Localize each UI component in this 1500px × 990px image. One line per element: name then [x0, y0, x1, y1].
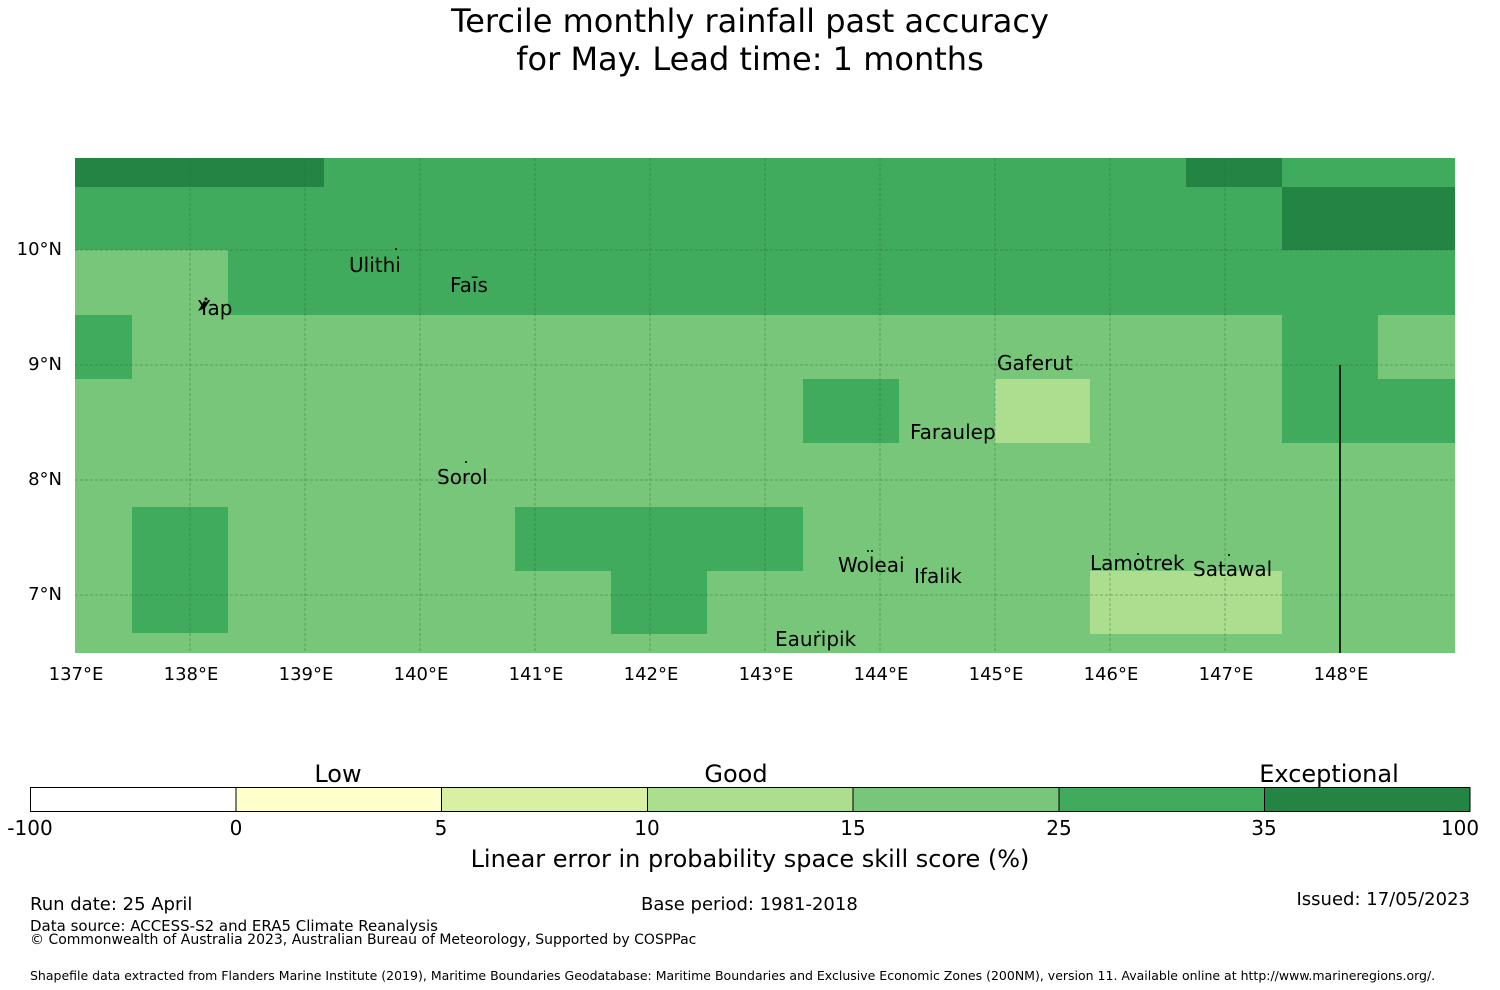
map-title-line2: for May. Lead time: 1 months [516, 40, 984, 78]
cell-block [132, 507, 228, 633]
colorbar-tick: 10 [634, 816, 660, 840]
place-label-yap: Yap [198, 296, 233, 320]
copyright: © Commonwealth of Australia 2023, Austra… [30, 932, 697, 948]
colorbar-category-exceptional: Exceptional [1259, 760, 1399, 788]
lat-label: 10°N [16, 239, 62, 260]
cell-block [803, 379, 899, 443]
lon-label: 144°E [853, 664, 909, 685]
lon-label: 147°E [1198, 664, 1254, 685]
cell-block [75, 158, 324, 187]
shapefile-credit: Shapefile data extracted from Flanders M… [30, 968, 1436, 983]
lon-label: 143°E [738, 664, 794, 685]
cell-block [1282, 315, 1378, 380]
lon-label: 148°E [1313, 664, 1369, 685]
cell-block [995, 379, 1090, 443]
colorbar-segment [647, 787, 853, 812]
colorbar-tick: 35 [1251, 816, 1277, 840]
place-label-ifalik: Ifalik [914, 564, 962, 588]
lat-label: 9°N [28, 354, 62, 375]
place-label-lamotrek: Lamotrek [1090, 551, 1185, 575]
skill-map [75, 158, 1455, 653]
lat-label: 8°N [28, 469, 62, 490]
colorbar-tick: 0 [229, 816, 243, 840]
colorbar-category-low: Low [314, 760, 362, 788]
lon-label: 140°E [393, 664, 449, 685]
colorbar-label: Linear error in probability space skill … [470, 845, 1030, 873]
colorbar-tick: 5 [434, 816, 448, 840]
place-label-eauripik: Eauripik [775, 627, 857, 651]
lon-label: 145°E [968, 664, 1024, 685]
colorbar-segment [30, 787, 236, 812]
cell-block [1186, 158, 1282, 187]
lon-label: 146°E [1083, 664, 1139, 685]
place-label-sorol: Sorol [437, 465, 488, 489]
place-label-gaferut: Gaferut [997, 351, 1073, 375]
cell-block [228, 250, 1455, 315]
lat-label: 7°N [28, 584, 62, 605]
colorbar-tick: 15 [840, 816, 866, 840]
lon-label: 138°E [163, 664, 219, 685]
place-label-ulithi: Ulithi [349, 253, 401, 277]
issued-date: Issued: 17/05/2023 [1296, 889, 1470, 910]
cell-block [611, 571, 707, 634]
place-label-faraulep: Faraulep [910, 420, 996, 444]
run-date: Run date: 25 April [30, 894, 193, 915]
place-label-fais: Faīs [450, 273, 488, 297]
base-period: Base period: 1981-2018 [641, 894, 858, 915]
place-label-woleai: Woleai [838, 553, 905, 577]
graticule [75, 158, 1455, 653]
colorbar-tick: -100 [7, 816, 53, 840]
colorbar-segment [1059, 787, 1265, 812]
lon-label: 141°E [508, 664, 564, 685]
cell-block [1090, 571, 1282, 634]
colorbar-segment [853, 787, 1059, 812]
colorbar-segment [1264, 787, 1470, 812]
colorbar-category-good: Good [704, 760, 768, 788]
map-title-line1: Tercile monthly rainfall past accuracy [451, 2, 1049, 40]
cell-block [1282, 379, 1455, 443]
place-label-satawal: Satawal [1193, 557, 1273, 581]
island-marks [198, 248, 1230, 633]
colorbar-tick: 100 [1440, 816, 1480, 840]
colorbar-segment [441, 787, 648, 812]
lon-label: 139°E [278, 664, 334, 685]
colorbar-segment [236, 787, 442, 812]
cell-block [515, 507, 803, 571]
lon-label: 137°E [48, 664, 104, 685]
cell-block [1282, 187, 1455, 250]
data-source: Data source: ACCESS-S2 and ERA5 Climate … [30, 917, 438, 935]
cell-block [75, 315, 132, 379]
colorbar [30, 787, 1471, 812]
colorbar-tick: 25 [1046, 816, 1072, 840]
lon-label: 142°E [623, 664, 679, 685]
